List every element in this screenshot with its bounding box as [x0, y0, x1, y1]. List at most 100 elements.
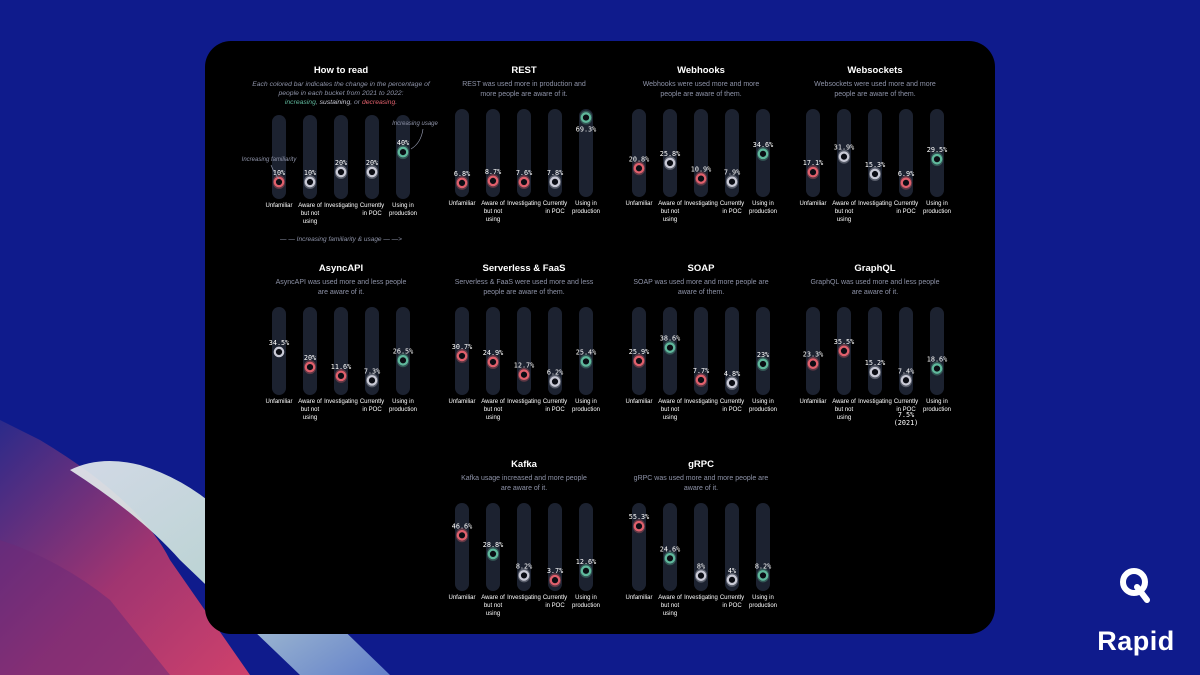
bar-track: [756, 307, 770, 395]
value-marker: [518, 176, 530, 188]
bar-track: [632, 307, 646, 395]
category-label: Investigating: [684, 399, 718, 405]
category-label: in POC: [545, 209, 565, 215]
value-marker: [726, 176, 738, 188]
bar-track: [334, 115, 348, 199]
bar-track: [517, 109, 531, 197]
chart-soap: SOAP SOAP was used more and more people a…: [625, 263, 777, 421]
chart-title: Kafka: [511, 459, 538, 470]
category-label: Unfamiliar: [448, 595, 475, 601]
data-label: 28.8%: [483, 541, 503, 549]
bar-track: [486, 109, 500, 197]
bar-track: [396, 307, 410, 395]
category-label: Unfamiliar: [265, 203, 292, 209]
category-label: Currently: [543, 595, 567, 601]
data-label: 7.7%: [693, 367, 709, 375]
legend-footer: — — Increasing familiarity & usage — —>: [279, 236, 402, 243]
value-marker: [397, 146, 409, 158]
legend-state-1: ,: [316, 99, 320, 106]
category-label: but not: [661, 209, 680, 215]
value-marker: [757, 570, 769, 581]
bar-track: [272, 115, 286, 199]
category-label: Unfamiliar: [265, 399, 292, 405]
bar-track: [632, 109, 646, 197]
value-marker: [900, 177, 912, 189]
category-label: Using in: [392, 399, 414, 405]
category-label: using: [663, 611, 677, 617]
chart-websockets: Websockets Websockets were used more and …: [799, 65, 951, 223]
category-label: production: [572, 603, 600, 609]
category-label: but not: [301, 211, 320, 217]
category-label: Investigating: [324, 203, 358, 209]
value-marker: [304, 361, 316, 373]
category-label: Currently: [720, 595, 744, 601]
data-label: 34.6%: [753, 141, 773, 149]
data-label: 69.3%: [576, 126, 596, 134]
category-label: Using in: [926, 201, 948, 207]
bar-track: [455, 503, 469, 591]
chart-subtitle: SOAP was used more and more people are: [633, 279, 768, 286]
value-marker: [487, 356, 499, 368]
category-label: Currently: [543, 399, 567, 405]
bar-track: [517, 503, 531, 591]
value-marker: [726, 377, 738, 389]
bar-track: [694, 307, 708, 395]
value-marker: [273, 346, 285, 358]
chart-title: AsyncAPI: [319, 263, 363, 274]
data-label: 7.8%: [547, 169, 563, 177]
rapid-q-logo-icon: [1120, 568, 1150, 603]
value-marker: [757, 148, 769, 160]
chart-asyncapi: AsyncAPI AsyncAPI was used more and less …: [265, 263, 417, 421]
chart-subtitle: people are aware of them.: [483, 289, 564, 296]
value-marker: [304, 176, 316, 188]
category-label: in POC: [722, 603, 742, 609]
value-marker: [335, 370, 347, 382]
brand-name: Rapid: [1097, 626, 1175, 656]
bar-track: [517, 307, 531, 395]
annotation-label: 7.5%: [898, 411, 914, 419]
category-label: in POC: [896, 407, 916, 413]
value-marker: [518, 369, 530, 381]
chart-subtitle: are aware of it.: [852, 289, 898, 296]
legend-state-3: , or: [350, 99, 362, 106]
data-label: 11.6%: [331, 363, 351, 371]
bar-track: [548, 307, 562, 395]
category-label: Using in: [575, 399, 597, 405]
category-label: in POC: [362, 211, 382, 217]
chart-subtitle: AsyncAPI was used more and less people: [276, 279, 407, 286]
chart-title: REST: [511, 65, 537, 76]
chart-subtitle: Websockets were used more and more: [814, 81, 936, 88]
data-label: 7.3%: [364, 367, 380, 375]
annotation-label: (2021): [894, 419, 919, 427]
category-label: Aware of: [658, 399, 682, 405]
data-label: 4.8%: [724, 370, 740, 378]
category-label: in POC: [545, 603, 565, 609]
category-label: Aware of: [481, 201, 505, 207]
data-label: 29.5%: [927, 146, 947, 154]
data-label: 18.6%: [927, 356, 947, 364]
bar-track: [725, 109, 739, 197]
category-label: Using in: [926, 399, 948, 405]
infographic-panel: How to read Each colored bar indicates th…: [205, 41, 995, 634]
chart-title: GraphQL: [854, 263, 895, 274]
category-label: production: [572, 407, 600, 413]
category-label: in POC: [896, 209, 916, 215]
bar-track: [930, 109, 944, 197]
value-marker: [807, 358, 819, 369]
category-label: Unfamiliar: [625, 595, 652, 601]
category-label: but not: [835, 209, 854, 215]
category-label: using: [486, 217, 500, 223]
value-marker: [633, 162, 645, 174]
bar-track: [930, 307, 944, 395]
chart-title: How to read: [314, 65, 369, 76]
category-label: using: [303, 415, 317, 421]
data-label: 12.7%: [514, 362, 534, 370]
value-marker: [807, 166, 819, 178]
data-label: 4%: [728, 567, 736, 575]
value-marker: [869, 366, 881, 378]
category-label: Investigating: [684, 201, 718, 207]
annotation-familiarity: Increasing familiarity: [242, 157, 298, 163]
value-marker: [549, 574, 561, 586]
bar-track: [303, 115, 317, 199]
category-label: Currently: [360, 399, 384, 405]
